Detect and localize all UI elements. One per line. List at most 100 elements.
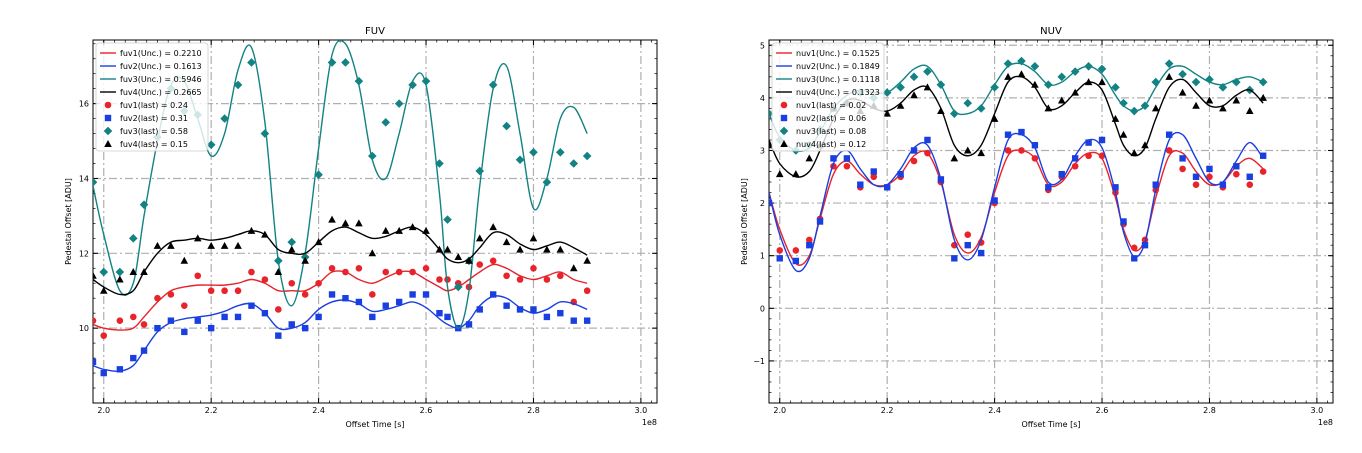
point-nuv4 <box>1245 107 1254 115</box>
point-nuv4 <box>883 109 891 117</box>
point-fuv3 <box>233 80 243 90</box>
point-fuv4 <box>465 256 473 264</box>
legend: nuv1(Unc.) = 0.1525 nuv2(Unc.) = 0.1849 nu… <box>771 42 885 152</box>
point-nuv2 <box>883 184 891 191</box>
point-nuv1 <box>1233 170 1240 178</box>
point-fuv4 <box>583 256 591 264</box>
point-nuv4 <box>1219 104 1227 112</box>
point-fuv1 <box>369 291 376 298</box>
legend-label: nuv1(last) = 0.02 <box>796 101 866 110</box>
point-nuv4 <box>937 107 945 115</box>
x-offset-label: 1e8 <box>1318 418 1333 427</box>
point-nuv2 <box>1112 184 1119 191</box>
point-nuv4 <box>775 170 784 178</box>
legend-label: nuv1(Unc.) = 0.1525 <box>796 49 880 58</box>
point-fuv2 <box>315 313 322 321</box>
point-nuv2 <box>1192 173 1200 180</box>
point-nuv2 <box>1259 152 1267 159</box>
point-fuv2 <box>100 369 107 377</box>
point-nuv4 <box>1119 130 1128 138</box>
point-nuv2 <box>910 147 918 154</box>
point-fuv4 <box>116 275 124 283</box>
point-nuv1 <box>792 247 800 254</box>
point-fuv3 <box>515 155 525 165</box>
point-fuv2 <box>342 295 349 302</box>
point-fuv2 <box>444 313 451 321</box>
point-nuv1 <box>1004 147 1012 154</box>
point-nuv3 <box>1129 106 1139 116</box>
point-fuv1 <box>275 306 282 313</box>
y-tick-label: 3 <box>760 146 765 155</box>
legend-label: nuv3(Unc.) = 0.1118 <box>796 75 880 84</box>
point-nuv2 <box>1141 241 1149 249</box>
point-fuv2 <box>116 366 124 373</box>
point-fuv1 <box>489 257 497 265</box>
point-fuv3 <box>93 177 98 187</box>
point-nuv3 <box>1097 64 1107 74</box>
point-nuv4 <box>1017 70 1026 78</box>
point-fuv4 <box>314 238 323 246</box>
point-fuv1 <box>436 276 443 283</box>
point-nuv2 <box>1233 163 1240 170</box>
legend-label: nuv4(last) = 0.12 <box>796 140 866 149</box>
point-fuv4 <box>207 241 215 249</box>
point-fuv2 <box>409 291 416 298</box>
point-nuv3 <box>769 109 774 118</box>
point-fuv4 <box>129 268 138 276</box>
point-nuv4 <box>1071 88 1079 96</box>
y-tick-label: 0 <box>760 304 765 313</box>
point-fuv2 <box>140 347 148 354</box>
point-fuv2 <box>130 354 137 362</box>
point-nuv3 <box>1111 83 1120 92</box>
point-nuv2 <box>1120 218 1127 225</box>
point-nuv4 <box>1130 149 1139 157</box>
point-fuv2 <box>489 291 497 298</box>
legend-label: fuv3(Unc.) = 0.5946 <box>120 75 202 84</box>
point-nuv2 <box>1179 155 1186 162</box>
point-nuv4 <box>990 114 999 122</box>
point-fuv4 <box>475 234 484 242</box>
point-fuv2 <box>436 309 443 317</box>
point-fuv1 <box>93 317 97 324</box>
point-fuv2 <box>355 298 363 306</box>
point-fuv1 <box>207 287 215 295</box>
legend-marker-fuv2 <box>104 114 112 122</box>
legend-marker-nuv2 <box>780 114 788 122</box>
point-fuv2 <box>301 324 309 332</box>
point-nuv2 <box>816 218 824 225</box>
point-fuv1 <box>129 313 137 321</box>
point-fuv3 <box>542 177 552 187</box>
point-fuv3 <box>341 58 350 67</box>
point-fuv4 <box>247 226 256 234</box>
point-fuv3 <box>582 151 592 161</box>
point-fuv3 <box>115 267 125 277</box>
point-nuv4 <box>1004 72 1012 80</box>
point-nuv3 <box>936 80 946 90</box>
point-nuv2 <box>1131 255 1138 262</box>
series-line-nuv2 <box>769 131 1264 273</box>
point-fuv3 <box>247 58 256 67</box>
point-fuv1 <box>194 272 202 280</box>
point-nuv1 <box>964 231 972 238</box>
point-fuv2 <box>181 328 188 336</box>
point-nuv2 <box>1085 139 1092 146</box>
x-tick-label: 2.6 <box>420 406 433 415</box>
point-nuv3 <box>1218 83 1228 92</box>
point-fuv3 <box>475 166 485 176</box>
chart-title: FUV <box>365 26 385 37</box>
y-axis-label: Pedestal Offset [ADU] <box>740 178 749 265</box>
point-fuv3 <box>502 121 511 131</box>
point-nuv4 <box>1098 78 1106 86</box>
legend-marker-fuv3 <box>103 126 113 136</box>
point-fuv2 <box>570 317 577 324</box>
point-fuv1 <box>395 268 403 276</box>
point-nuv2 <box>977 249 985 257</box>
point-nuv3 <box>1070 67 1080 76</box>
legend-box <box>771 42 885 152</box>
legend-label: fuv2(Unc.) = 0.1613 <box>120 62 202 71</box>
legend-label: fuv1(last) = 0.24 <box>120 101 188 110</box>
point-fuv2 <box>167 317 175 324</box>
point-fuv1 <box>221 287 228 295</box>
point-fuv4 <box>381 226 390 234</box>
y-tick-label: 2 <box>760 199 765 208</box>
